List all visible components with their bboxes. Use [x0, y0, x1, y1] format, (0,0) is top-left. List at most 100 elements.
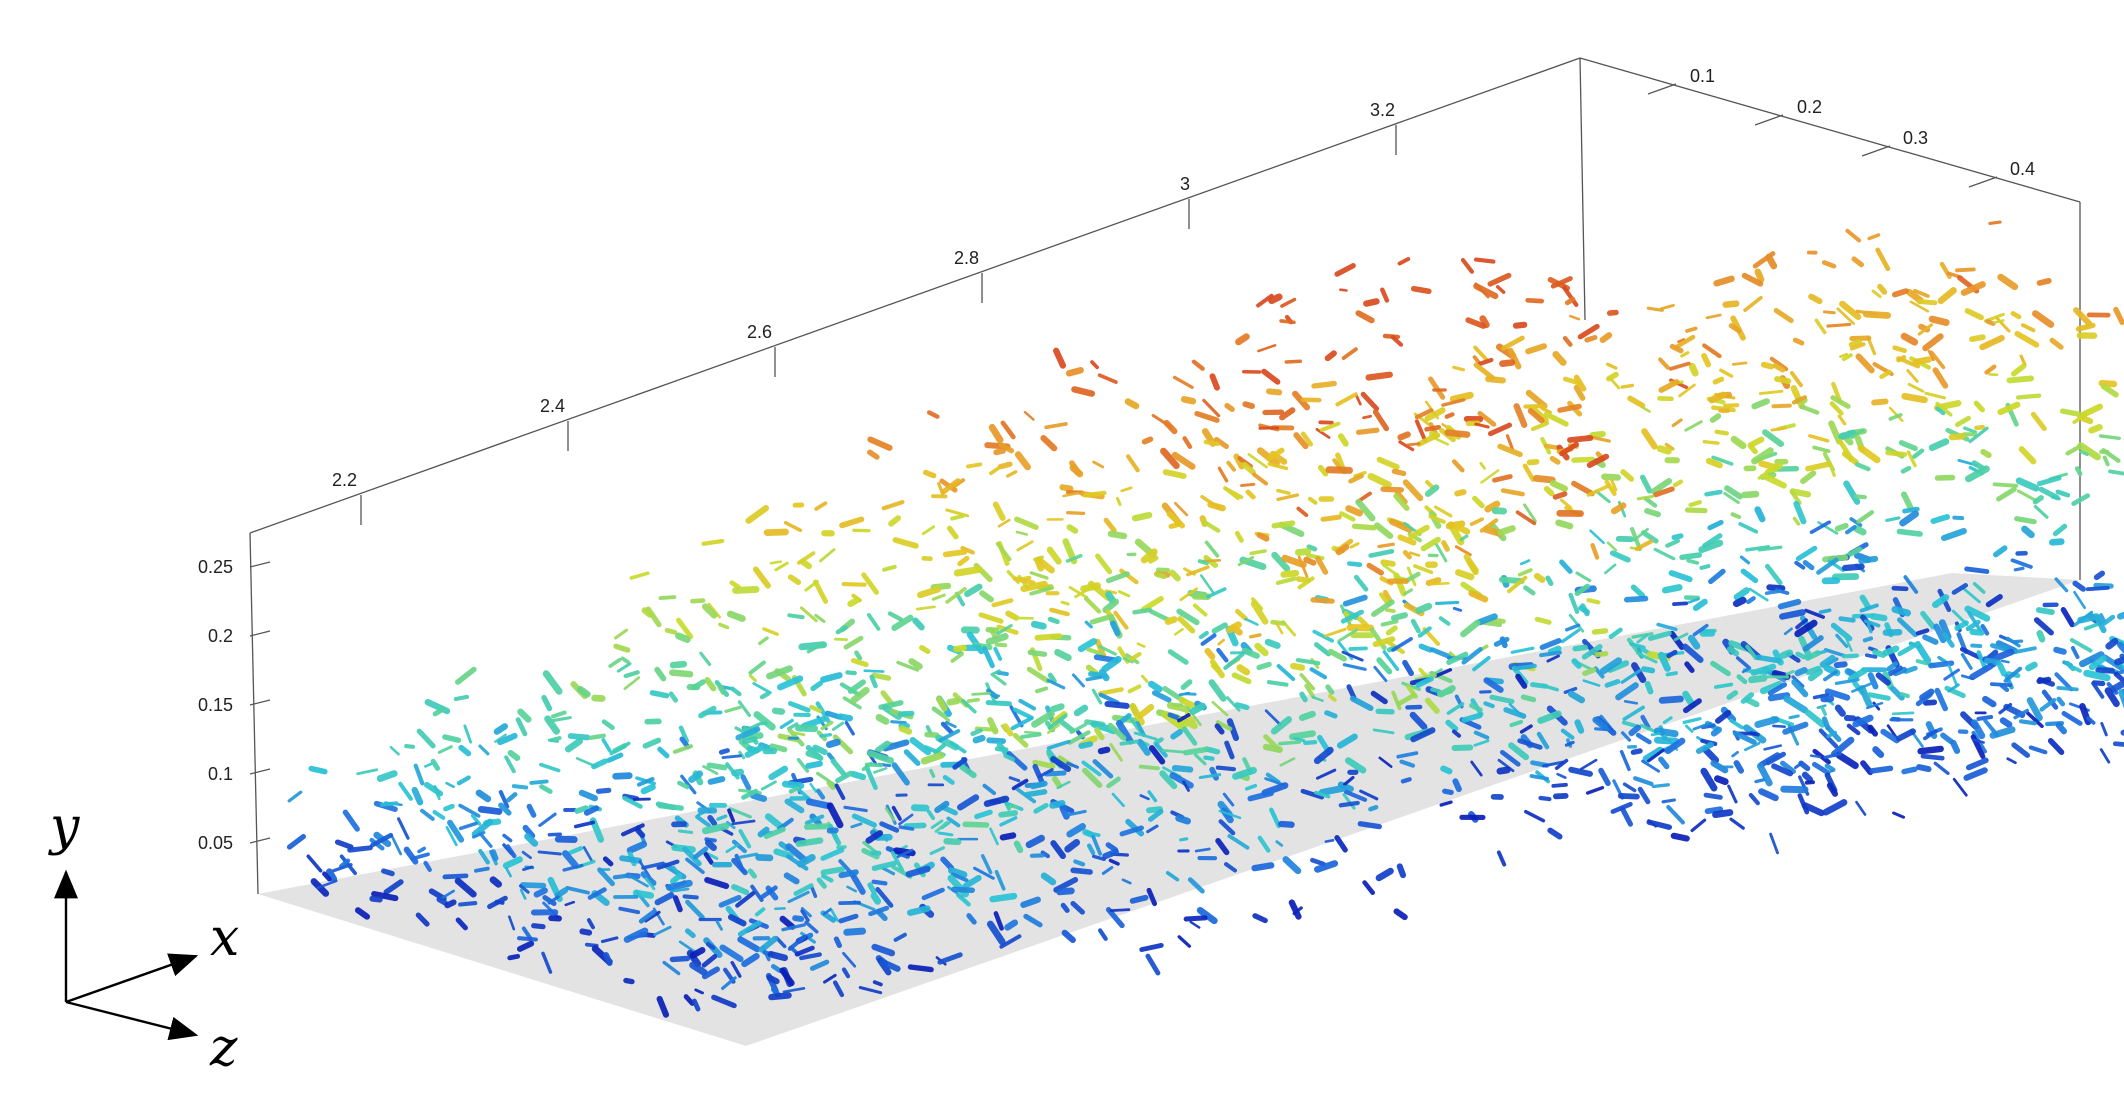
vortex-tube [564, 737, 583, 753]
vortex-tube [735, 891, 756, 908]
vortex-tube [863, 669, 885, 673]
vortex-tube [936, 696, 948, 712]
vortex-tube [2100, 383, 2119, 398]
vortex-tube [1056, 887, 1075, 896]
vortex-tube [1818, 728, 1839, 749]
vortex-tube [1896, 355, 1907, 363]
vortex-tube [1671, 418, 1683, 428]
vortex-tube [1664, 442, 1675, 451]
vortex-tube [672, 744, 694, 754]
vortex-tube [1934, 687, 1948, 712]
vortex-tube [763, 528, 789, 536]
vortex-tube [1337, 433, 1349, 447]
vortex-tube [1982, 695, 1997, 708]
vortex-tube [1560, 728, 1575, 740]
vortex-tube [1324, 350, 1337, 362]
vortex-tube [1912, 356, 1932, 365]
vortex-tube [800, 909, 810, 922]
vortex-tube [1068, 585, 1089, 599]
vortex-tube [1091, 854, 1106, 861]
vortex-tube [579, 928, 593, 936]
vortex-tube [1635, 651, 1658, 664]
vortex-tube [1236, 664, 1251, 676]
vortex-tube [890, 720, 907, 725]
vortex-tube [1372, 409, 1390, 432]
vortex-tube [1606, 371, 1619, 382]
vortex-tube [1065, 809, 1087, 817]
vortex-tube [1290, 662, 1306, 671]
vortex-tube [1906, 369, 1919, 383]
vortex-tube [985, 633, 1009, 646]
vortex-tube [1202, 398, 1221, 418]
vortex-tube [2091, 681, 2105, 699]
vortex-tube [1473, 739, 1490, 747]
vortex-tube [1053, 347, 1067, 369]
vortex-tube [1207, 501, 1226, 512]
vortex-tube [1540, 406, 1553, 415]
vortex-tube [896, 660, 920, 672]
vortex-tube [1770, 426, 1787, 432]
vortex-tube [430, 758, 441, 771]
vortex-tube [444, 899, 457, 909]
vortex-tube [1483, 677, 1504, 693]
vortex-tube [1179, 837, 1189, 842]
vortex-tube [1497, 525, 1516, 536]
vortex-tube [1148, 680, 1163, 693]
vortex-tube [1844, 524, 1857, 535]
vortex-tube [703, 851, 714, 865]
vortex-tube [1526, 458, 1540, 466]
vortex-tube [1451, 744, 1474, 751]
vortex-tube [1175, 814, 1191, 825]
vortex-tube [1224, 740, 1235, 760]
vortex-tube [1311, 695, 1324, 703]
vortex-tube [1047, 723, 1060, 735]
vortex-tube [1390, 612, 1408, 621]
vortex-tube [940, 478, 961, 495]
vortex-tube [1385, 625, 1398, 636]
vortex-tube [1744, 741, 1761, 752]
vortex-tube [1704, 489, 1723, 497]
vortex-tube [769, 743, 788, 753]
vortex-tube [1016, 540, 1034, 552]
vortex-tube [1092, 759, 1114, 779]
vortex-tube [1550, 276, 1573, 289]
vortex-tube [934, 800, 950, 814]
vortex-tube [1049, 703, 1065, 713]
vortex-tube [1746, 596, 1756, 605]
vortex-tube [533, 887, 548, 898]
vortex-tube [1704, 806, 1724, 815]
vortex-tube [1839, 300, 1862, 320]
vortex-tube [445, 781, 455, 789]
vortex-tube [2014, 330, 2040, 348]
vortex-tube [1698, 539, 1724, 554]
vortex-tube [837, 713, 853, 722]
vortex-tube [1552, 491, 1568, 500]
vortex-tube [820, 847, 845, 861]
vortex-tube [1864, 653, 1878, 659]
vortex-tube [991, 598, 1014, 608]
vortex-tube [1916, 299, 1938, 306]
vortex-tube [912, 617, 925, 631]
vortex-tube [1731, 361, 1748, 366]
vortex-tube [2095, 667, 2116, 674]
vortex-tube [2113, 306, 2124, 325]
vortex-tube [1441, 540, 1450, 552]
vortex-tube [1381, 563, 1398, 576]
vortex-tube [1692, 598, 1708, 612]
vortex-tube [1204, 648, 1216, 660]
vortex-tube [1579, 758, 1598, 771]
vortex-tube [1455, 569, 1475, 581]
vortex-tube [2105, 637, 2119, 650]
vortex-tube [554, 835, 578, 844]
vortex-tube [1180, 395, 1197, 405]
vortex-tube [875, 714, 890, 725]
vortex-tube [1563, 686, 1578, 694]
vortex-tube [522, 824, 536, 839]
vortex-tube [2083, 669, 2111, 682]
vortex-tube [1345, 505, 1363, 517]
vortex-tube [2033, 505, 2049, 519]
vortex-tube [1235, 608, 1248, 621]
vortex-tube [732, 585, 760, 594]
vortex-tube [741, 736, 758, 745]
vortex-tube [1733, 587, 1750, 601]
